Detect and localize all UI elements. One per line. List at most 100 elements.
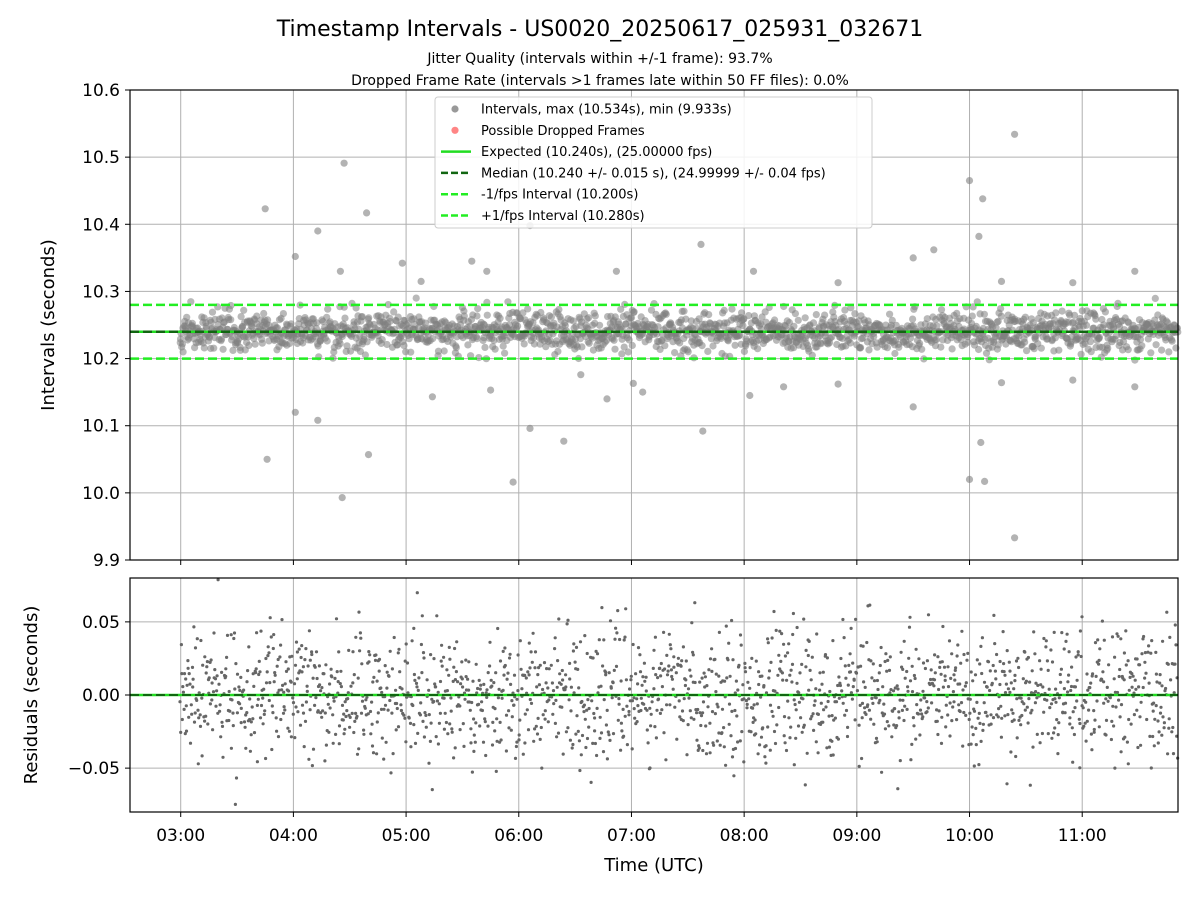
residual-point [677, 699, 681, 703]
residual-point [197, 691, 201, 695]
residual-point [844, 708, 849, 713]
residual-point [617, 702, 621, 706]
residual-point [804, 665, 808, 669]
residual-point [652, 648, 656, 652]
residual-point [946, 685, 951, 689]
residual-point [259, 629, 263, 633]
residual-point [634, 672, 638, 676]
residual-point [874, 696, 878, 700]
intervals-y-tick-label: 10.4 [82, 215, 120, 235]
residual-point [529, 701, 534, 706]
residual-point [954, 666, 958, 670]
residual-point [430, 788, 434, 792]
residual-point [855, 689, 860, 693]
residual-point [571, 649, 576, 653]
interval-point [891, 349, 899, 358]
residual-point [875, 740, 879, 744]
residual-point [219, 735, 223, 739]
residual-point [571, 742, 575, 747]
residual-point [474, 721, 478, 725]
residual-point [678, 715, 682, 719]
residual-point [472, 749, 476, 754]
residual-point [758, 743, 762, 747]
residual-point [469, 727, 473, 731]
residual-point [483, 720, 487, 724]
residual-point [296, 710, 300, 714]
residual-point [932, 678, 937, 682]
residual-point [612, 668, 616, 673]
residual-point [346, 691, 350, 695]
interval-point [801, 314, 809, 322]
chart-subtitle-dropped: Dropped Frame Rate (intervals >1 frames … [351, 73, 849, 89]
interval-point [1168, 337, 1176, 345]
residual-point [1035, 696, 1039, 700]
residual-point [493, 729, 497, 733]
residual-point [1050, 660, 1055, 664]
residual-point [893, 707, 897, 711]
interval-point [1151, 294, 1159, 302]
residual-point [787, 642, 791, 646]
residual-point [590, 699, 594, 703]
residual-point [699, 714, 704, 718]
residual-point [895, 684, 899, 688]
residual-point [442, 696, 446, 700]
interval-point [279, 310, 287, 318]
residual-point [515, 697, 519, 701]
residual-point [264, 756, 268, 761]
residual-point [1139, 743, 1143, 747]
interval-point [740, 347, 749, 355]
interval-outlier-point [428, 393, 436, 401]
residual-point [572, 642, 576, 646]
residual-point [424, 713, 428, 718]
residual-point [638, 670, 643, 674]
residual-point [1074, 655, 1078, 659]
interval-point [390, 308, 398, 316]
residual-point [533, 666, 537, 670]
residual-point [727, 722, 731, 726]
residual-point [460, 660, 464, 664]
residual-point [712, 743, 716, 747]
x-axis-label: Time (UTC) [603, 855, 704, 876]
interval-point [865, 346, 873, 354]
residual-point [933, 653, 937, 657]
residual-point [662, 731, 666, 735]
residual-point [1130, 685, 1134, 689]
residual-point [869, 717, 873, 721]
interval-outlier-point [603, 395, 611, 403]
residual-point [492, 681, 496, 685]
interval-point [973, 298, 981, 306]
residual-point [926, 613, 931, 617]
interval-outlier-point [965, 177, 974, 185]
residual-point [823, 653, 828, 657]
residual-point [965, 658, 969, 662]
interval-point [1069, 318, 1077, 326]
residual-point [768, 703, 773, 707]
interval-point [504, 298, 512, 306]
residual-point [711, 741, 715, 745]
residual-point [891, 709, 895, 713]
residual-point [299, 655, 303, 660]
residual-point [438, 679, 443, 684]
residual-point [486, 724, 490, 728]
residual-point [991, 716, 996, 720]
interval-point [412, 294, 420, 302]
residual-point [903, 704, 907, 708]
residual-point [1007, 660, 1011, 664]
residual-point [1078, 766, 1082, 770]
interval-point [1082, 321, 1091, 329]
residual-point [274, 716, 278, 720]
residual-point [478, 724, 482, 728]
residual-point [656, 676, 660, 680]
residual-point [1031, 745, 1035, 749]
residual-point [284, 669, 289, 674]
residual-point [989, 722, 993, 726]
residual-point [839, 656, 843, 661]
residual-point [669, 647, 673, 651]
residual-point [656, 697, 661, 701]
residual-point [470, 700, 474, 705]
legend-entry-label: -1/fps Interval (10.200s) [481, 188, 638, 203]
residual-point [1154, 704, 1158, 708]
residual-point [404, 642, 408, 646]
interval-point [323, 337, 331, 345]
residual-point [876, 687, 880, 692]
